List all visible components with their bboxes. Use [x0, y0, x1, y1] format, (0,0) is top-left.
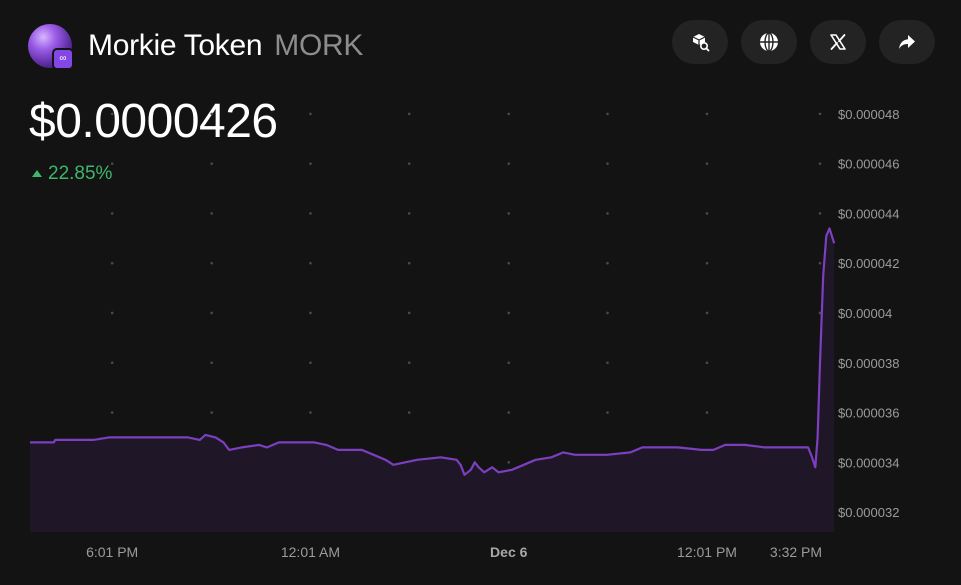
- grid-dot-5-5: [606, 361, 609, 365]
- x-tick-label: 6:01 PM: [86, 544, 138, 560]
- x-tick-label: 12:01 PM: [677, 544, 737, 560]
- y-tick-label: $0.000046: [838, 157, 899, 172]
- grid-dot-2-5: [606, 212, 609, 215]
- price-area: [30, 228, 835, 532]
- grid-dot-4-6: [705, 311, 709, 315]
- grid-dot-7-4: [507, 461, 511, 464]
- grid-dot-6-5: [606, 411, 609, 414]
- grid-dot-6-2: [309, 411, 312, 414]
- grid-dot-1-5: [606, 162, 609, 165]
- price-change: 22.85%: [32, 163, 112, 185]
- grid-dot-2-7: [818, 212, 822, 215]
- grid-dot-1-1: [210, 162, 213, 165]
- grid-dot-1-4: [507, 162, 511, 165]
- x-logo-icon: [830, 34, 846, 50]
- price-change-value: 22.85%: [48, 163, 113, 184]
- grid-dot-6-4: [507, 411, 511, 414]
- grid-dot-5-0: [110, 361, 114, 365]
- y-tick-label: $0.000034: [838, 455, 899, 470]
- grid-dot-3-1: [210, 261, 213, 265]
- grid-dot-4-5: [606, 311, 609, 315]
- grid-dot-1-6: [705, 162, 709, 165]
- globe-icon: [760, 32, 778, 52]
- token-header: ∞ Morkie Token MORK: [28, 22, 363, 70]
- grid-dot-1-0: [110, 162, 114, 165]
- y-tick-label: $0.00004: [838, 306, 892, 321]
- grid-dot-4-7: [818, 311, 822, 315]
- y-tick-label: $0.000036: [838, 406, 899, 421]
- share-arrow-icon: [899, 35, 915, 49]
- grid-dot-0-4: [507, 112, 511, 116]
- grid-dot-0-0: [110, 112, 114, 116]
- token-symbol: MORK: [274, 29, 364, 62]
- y-axis-labels: $0.000048 $0.000046 $0.000044 $0.000042 $0.0…: [838, 107, 899, 520]
- token-name: Morkie Token: [88, 29, 263, 62]
- grid-dot-4-0: [110, 311, 114, 315]
- token-avatar: ∞: [28, 24, 74, 70]
- x-tick-label: 12:01 AM: [281, 544, 340, 560]
- grid-dot-3-7: [818, 261, 822, 265]
- grid-dot-6-1: [210, 411, 213, 414]
- grid-dot-0-5: [606, 112, 609, 116]
- x-twitter-button[interactable]: [810, 20, 866, 64]
- grid-dot-4-1: [210, 311, 213, 315]
- x-axis-labels: 6:01 PM 12:01 AM Dec 6 12:01 PM 3:32 PM: [86, 544, 822, 560]
- grid-dot-3-2: [309, 261, 312, 265]
- y-tick-label: $0.000038: [838, 356, 899, 371]
- grid-dot-1-7: [818, 162, 822, 165]
- grid-dot-1-3: [407, 162, 411, 165]
- x-tick-label: 3:32 PM: [770, 544, 822, 560]
- grid-dot-4-2: [309, 311, 312, 315]
- grid-dot-0-2: [309, 112, 312, 116]
- arrow-up-icon: [32, 169, 42, 177]
- grid-dot-4-3: [407, 311, 411, 315]
- x-tick-label: Dec 6: [490, 544, 528, 560]
- explorer-button[interactable]: [672, 20, 728, 64]
- grid-dot-2-3: [407, 212, 411, 215]
- grid-dot-3-4: [507, 261, 511, 265]
- grid-dot-1-2: [309, 162, 312, 165]
- grid-dot-3-5: [606, 261, 609, 265]
- grid-dot-2-1: [210, 212, 213, 215]
- price-line: [30, 227, 836, 476]
- grid-dot-0-7: [818, 112, 822, 116]
- cube-search-icon: [692, 34, 710, 52]
- grid-dot-0-6: [705, 112, 709, 116]
- grid-dot-0-3: [407, 112, 411, 116]
- y-tick-label: $0.000048: [838, 107, 899, 122]
- header-actions: [672, 20, 935, 64]
- grid-dot-5-3: [407, 361, 411, 365]
- grid-dot-4-4: [507, 311, 511, 315]
- grid-dot-3-3: [407, 261, 411, 265]
- y-tick-label: $0.000042: [838, 256, 899, 271]
- grid-dot-6-6: [705, 411, 709, 414]
- website-button[interactable]: [741, 20, 797, 64]
- grid-dot-5-1: [210, 361, 213, 365]
- grid-dot-6-0: [110, 411, 114, 414]
- grid-dot-2-0: [110, 212, 114, 215]
- token-price: $0.0000426: [29, 95, 278, 148]
- grid-dot-2-6: [705, 212, 709, 215]
- grid-dot-2-4: [507, 212, 511, 215]
- grid-dot-5-6: [705, 361, 709, 365]
- y-tick-label: $0.000044: [838, 206, 899, 221]
- grid-dot-5-4: [507, 361, 511, 365]
- grid-dot-3-6: [705, 261, 709, 265]
- y-tick-label: $0.000032: [838, 505, 899, 520]
- grid-dot-3-0: [110, 261, 114, 265]
- grid-dot-6-3: [407, 411, 411, 414]
- polygon-chain-icon: ∞: [52, 48, 74, 70]
- grid-dot-2-2: [309, 212, 312, 215]
- grid-dot-0-1: [210, 112, 213, 116]
- share-button[interactable]: [879, 20, 935, 64]
- grid-dot-5-2: [309, 361, 312, 365]
